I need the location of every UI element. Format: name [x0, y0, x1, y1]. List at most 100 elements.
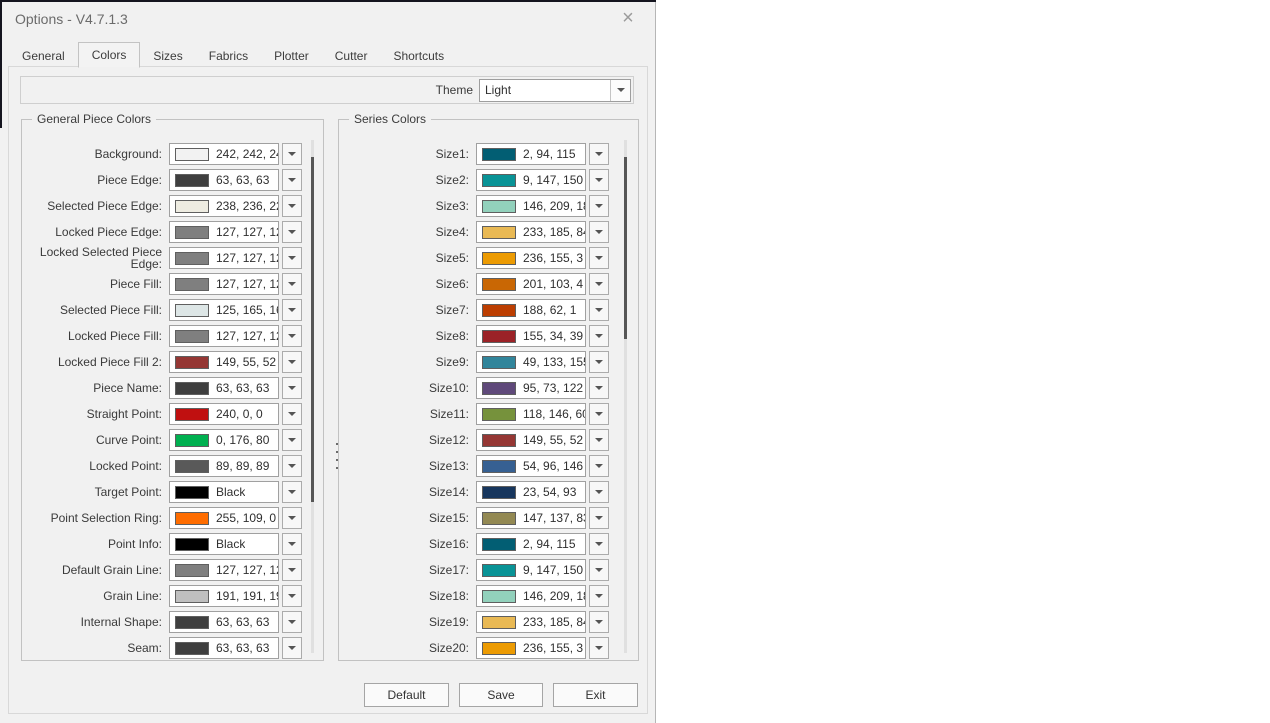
color-dropdown-button[interactable] [589, 429, 609, 451]
color-value-box[interactable]: 63, 63, 63 [169, 637, 279, 659]
color-value-box[interactable]: 238, 236, 225 [169, 195, 279, 217]
color-dropdown-button[interactable] [589, 507, 609, 529]
exit-button[interactable]: Exit [553, 683, 638, 707]
color-value-box[interactable]: 63, 63, 63 [169, 611, 279, 633]
tab-general[interactable]: General [22, 49, 65, 63]
color-value-box[interactable]: 49, 133, 155 [476, 351, 586, 373]
color-dropdown-button[interactable] [589, 169, 609, 191]
color-value-box[interactable]: 236, 155, 3 [476, 247, 586, 269]
color-dropdown-button[interactable] [282, 169, 302, 191]
color-dropdown-button[interactable] [589, 377, 609, 399]
theme-dropdown-button[interactable] [610, 79, 630, 101]
color-dropdown-button[interactable] [282, 455, 302, 477]
color-dropdown-button[interactable] [589, 481, 609, 503]
color-dropdown-button[interactable] [282, 143, 302, 165]
theme-select[interactable]: Light [479, 78, 631, 102]
color-dropdown-button[interactable] [282, 247, 302, 269]
color-dropdown-button[interactable] [282, 429, 302, 451]
color-value-box[interactable]: 54, 96, 146 [476, 455, 586, 477]
color-value-box[interactable]: 149, 55, 52 [476, 429, 586, 451]
color-value-box[interactable]: 155, 34, 39 [476, 325, 586, 347]
tab-plotter[interactable]: Plotter [274, 49, 309, 63]
color-dropdown-button[interactable] [589, 455, 609, 477]
tab-fabrics[interactable]: Fabrics [208, 49, 249, 63]
color-value-box[interactable]: 147, 137, 83 [476, 507, 586, 529]
scrollbar-track[interactable] [311, 140, 314, 653]
color-dropdown-button[interactable] [282, 351, 302, 373]
color-dropdown-button[interactable] [589, 637, 609, 659]
color-value-box[interactable]: 2, 94, 115 [476, 533, 586, 555]
color-row: Point Info: Black [22, 531, 323, 557]
tab-cutter[interactable]: Cutter [334, 49, 368, 63]
color-value-box[interactable]: 201, 103, 4 [476, 273, 586, 295]
color-value-box[interactable]: 9, 147, 150 [476, 559, 586, 581]
color-value-box[interactable]: 127, 127, 127 [169, 325, 279, 347]
color-value-box[interactable]: 149, 55, 52 [169, 351, 279, 373]
scrollbar-thumb[interactable] [311, 157, 314, 502]
color-row-label: Size10: [428, 381, 469, 395]
color-value-box[interactable]: 127, 127, 127 [169, 247, 279, 269]
color-dropdown-button[interactable] [282, 507, 302, 529]
color-value-box[interactable]: 191, 191, 191 [169, 585, 279, 607]
color-dropdown-button[interactable] [589, 325, 609, 347]
color-value-box[interactable]: 146, 209, 188 [476, 195, 586, 217]
color-value-box[interactable]: Black [169, 533, 279, 555]
color-dropdown-button[interactable] [282, 559, 302, 581]
color-value-box[interactable]: 127, 127, 127 [169, 273, 279, 295]
color-dropdown-button[interactable] [589, 299, 609, 321]
color-dropdown-button[interactable] [282, 195, 302, 217]
color-dropdown-button[interactable] [282, 221, 302, 243]
color-dropdown-button[interactable] [282, 299, 302, 321]
color-value-box[interactable]: 63, 63, 63 [169, 169, 279, 191]
color-value-box[interactable]: 188, 62, 1 [476, 299, 586, 321]
color-value-box[interactable]: 233, 185, 84 [476, 221, 586, 243]
color-value-box[interactable]: 2, 94, 115 [476, 143, 586, 165]
color-value-box[interactable]: 146, 209, 188 [476, 585, 586, 607]
color-value-box[interactable]: 236, 155, 3 [476, 637, 586, 659]
color-dropdown-button[interactable] [282, 637, 302, 659]
tab-colors[interactable]: Colors [77, 42, 141, 68]
color-value-box[interactable]: 233, 185, 84 [476, 611, 586, 633]
close-icon[interactable]: × [622, 7, 634, 29]
color-dropdown-button[interactable] [589, 403, 609, 425]
color-dropdown-button[interactable] [589, 195, 609, 217]
color-value-box[interactable]: 89, 89, 89 [169, 455, 279, 477]
color-dropdown-button[interactable] [282, 533, 302, 555]
color-value: 191, 191, 191 [216, 589, 278, 603]
color-value-box[interactable]: 255, 109, 0 [169, 507, 279, 529]
default-button[interactable]: Default [364, 683, 449, 707]
color-value-box[interactable]: 242, 242, 242 [169, 143, 279, 165]
tab-sizes[interactable]: Sizes [153, 49, 183, 63]
color-dropdown-button[interactable] [589, 273, 609, 295]
color-dropdown-button[interactable] [589, 585, 609, 607]
color-value-box[interactable]: 0, 176, 80 [169, 429, 279, 451]
color-dropdown-button[interactable] [589, 559, 609, 581]
color-dropdown-button[interactable] [589, 533, 609, 555]
color-value-box[interactable]: 95, 73, 122 [476, 377, 586, 399]
color-dropdown-button[interactable] [282, 481, 302, 503]
color-dropdown-button[interactable] [589, 351, 609, 373]
color-dropdown-button[interactable] [282, 325, 302, 347]
color-value-box[interactable]: 127, 127, 127 [169, 221, 279, 243]
color-dropdown-button[interactable] [282, 403, 302, 425]
color-value-box[interactable]: 125, 165, 165,… [169, 299, 279, 321]
color-value-box[interactable]: 9, 147, 150 [476, 169, 586, 191]
color-value-box[interactable]: 240, 0, 0 [169, 403, 279, 425]
color-value-box[interactable]: 127, 127, 127 [169, 559, 279, 581]
color-dropdown-button[interactable] [589, 611, 609, 633]
color-dropdown-button[interactable] [282, 273, 302, 295]
color-value-box[interactable]: 23, 54, 93 [476, 481, 586, 503]
color-dropdown-button[interactable] [589, 247, 609, 269]
color-dropdown-button[interactable] [282, 585, 302, 607]
save-button[interactable]: Save [459, 683, 543, 707]
color-value-box[interactable]: 63, 63, 63 [169, 377, 279, 399]
color-value-box[interactable]: Black [169, 481, 279, 503]
color-dropdown-button[interactable] [282, 377, 302, 399]
color-dropdown-button[interactable] [589, 143, 609, 165]
color-dropdown-button[interactable] [589, 221, 609, 243]
scrollbar-track[interactable] [624, 140, 627, 653]
tab-shortcuts[interactable]: Shortcuts [393, 49, 445, 63]
scrollbar-thumb[interactable] [624, 157, 627, 339]
color-value-box[interactable]: 118, 146, 60 [476, 403, 586, 425]
color-dropdown-button[interactable] [282, 611, 302, 633]
